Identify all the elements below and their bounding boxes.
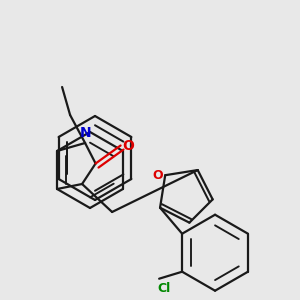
- Text: Cl: Cl: [158, 282, 171, 295]
- Text: O: O: [152, 169, 163, 182]
- Text: N: N: [79, 126, 91, 140]
- Text: O: O: [123, 139, 134, 152]
